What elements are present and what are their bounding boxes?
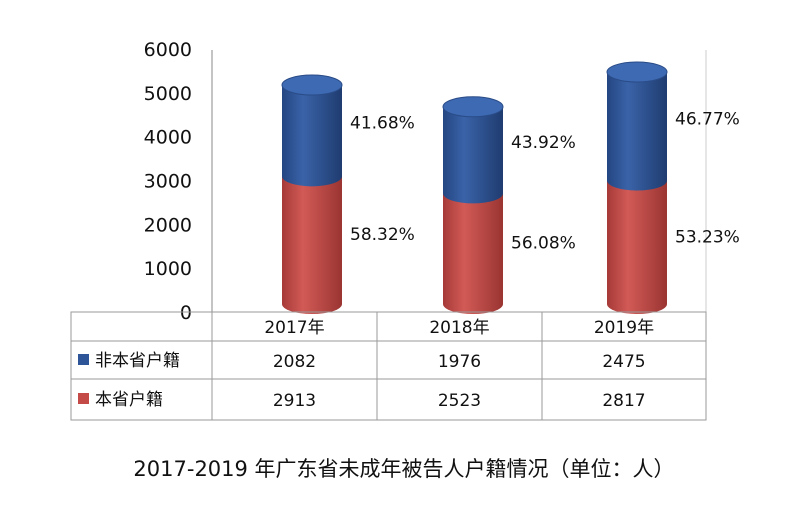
table-cell-non-local: 2475 [602, 352, 645, 372]
category-label-2018: 2018年 [429, 318, 489, 338]
bar-top-cap-2017年 [281, 74, 343, 96]
bars-group [281, 61, 668, 314]
bar-local-2017年 [282, 176, 342, 314]
bar-local-2019年 [607, 180, 667, 314]
y-tick-label: 3000 [144, 171, 192, 193]
y-tick-label: 0 [180, 302, 192, 324]
category-label-2017: 2017年 [264, 318, 324, 338]
percent-label-local: 58.32% [350, 225, 415, 245]
bar-non-local-2019年 [607, 72, 667, 191]
bar-top-cap-2019年 [606, 61, 668, 83]
bar-non-local-2017年 [282, 85, 342, 187]
percent-label-local: 53.23% [675, 227, 740, 247]
percent-labels: 41.68% 58.32% 43.92% 56.08% 46.77% 53.23% [350, 109, 740, 253]
bar-top-cap-2018年 [442, 96, 504, 118]
bar-non-local-2018年 [443, 106, 504, 204]
y-tick-label: 2000 [144, 214, 192, 236]
percent-label-non-local: 43.92% [511, 133, 576, 153]
y-tick-label: 5000 [144, 83, 192, 105]
chart-caption: 2017-2019 年广东省未成年被告人户籍情况（单位：人） [133, 457, 674, 481]
y-tick-label: 6000 [144, 39, 192, 61]
table-cell-non-local: 1976 [438, 352, 481, 372]
table-cells: 2082 2913 1976 2523 2475 2817 [273, 352, 646, 411]
y-axis-ticks: 0 1000 2000 3000 4000 5000 6000 [144, 39, 192, 324]
bar-local-2018年 [443, 193, 503, 314]
legend-swatch-local [78, 393, 89, 404]
percent-label-local: 56.08% [511, 234, 576, 254]
percent-label-non-local: 46.77% [675, 109, 740, 129]
percent-label-non-local: 41.68% [350, 114, 415, 134]
y-tick-label: 1000 [144, 258, 192, 280]
table-cell-local: 2523 [438, 391, 481, 411]
legend-swatch-non-local [78, 354, 89, 365]
table-cell-local: 2817 [602, 391, 645, 411]
table-border [70, 311, 707, 421]
data-table: 2017年 2018年 2019年 非本省户籍 本省户籍 2082 2913 197… [70, 311, 707, 421]
series-label-local: 本省户籍 [95, 390, 163, 410]
table-cell-local: 2913 [273, 391, 316, 411]
y-tick-label: 4000 [144, 127, 192, 149]
series-label-non-local: 非本省户籍 [95, 351, 180, 371]
category-label-2019: 2019年 [594, 318, 654, 338]
table-cell-non-local: 2082 [273, 352, 316, 372]
